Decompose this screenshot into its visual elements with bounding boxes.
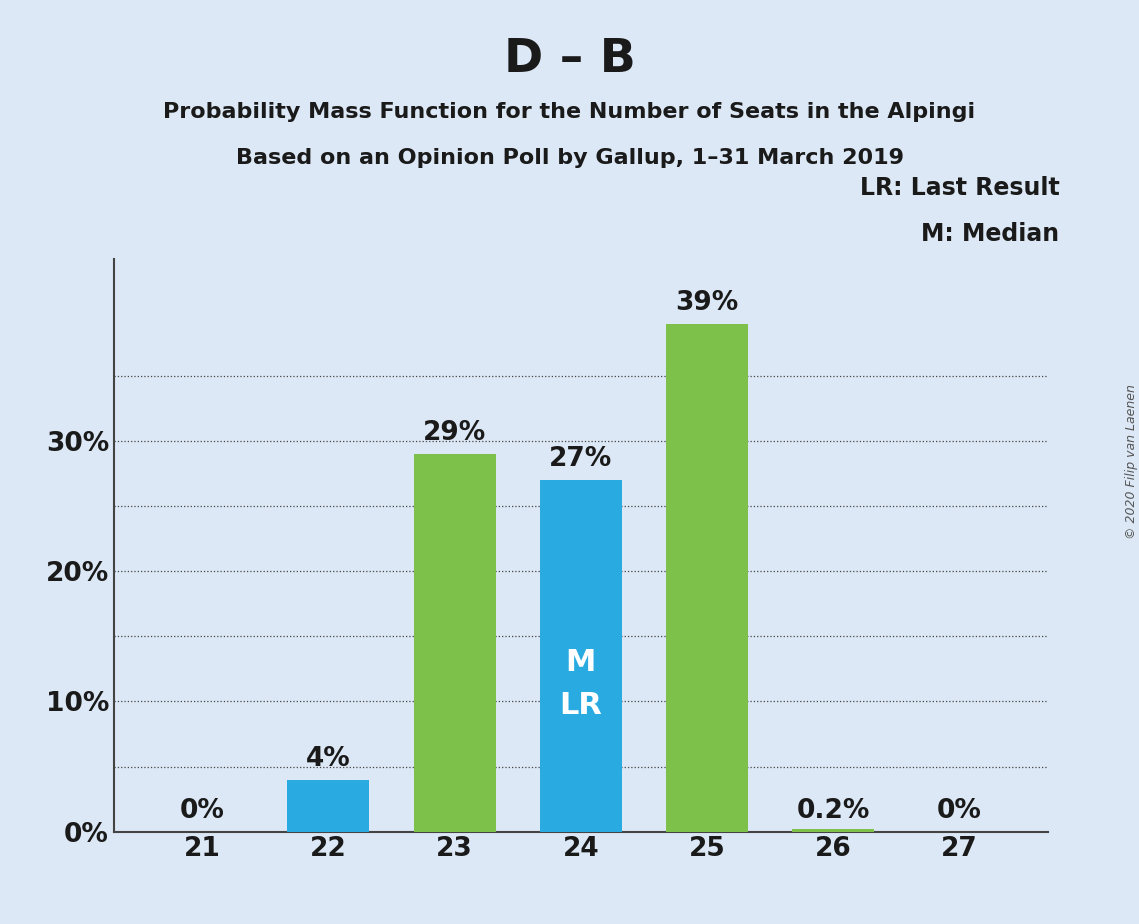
Text: 39%: 39%	[675, 290, 739, 316]
Text: 29%: 29%	[423, 420, 486, 446]
Text: 0%: 0%	[937, 797, 982, 824]
Text: 0.2%: 0.2%	[796, 797, 870, 824]
Text: © 2020 Filip van Laenen: © 2020 Filip van Laenen	[1124, 384, 1138, 540]
Text: 0%: 0%	[180, 797, 224, 824]
Bar	[666, 323, 748, 832]
Text: 4%: 4%	[306, 746, 351, 772]
Text: LR: Last Result: LR: Last Result	[860, 176, 1059, 200]
Text: M: Median: M: Median	[921, 222, 1059, 246]
Text: D – B: D – B	[503, 37, 636, 82]
Bar	[540, 480, 622, 832]
Bar	[793, 829, 875, 832]
Bar	[413, 454, 495, 832]
Bar	[287, 780, 369, 832]
Text: Probability Mass Function for the Number of Seats in the Alpingi: Probability Mass Function for the Number…	[163, 102, 976, 122]
Text: M
LR: M LR	[559, 648, 603, 720]
Text: 27%: 27%	[549, 446, 613, 472]
Text: Based on an Opinion Poll by Gallup, 1–31 March 2019: Based on an Opinion Poll by Gallup, 1–31…	[236, 148, 903, 168]
